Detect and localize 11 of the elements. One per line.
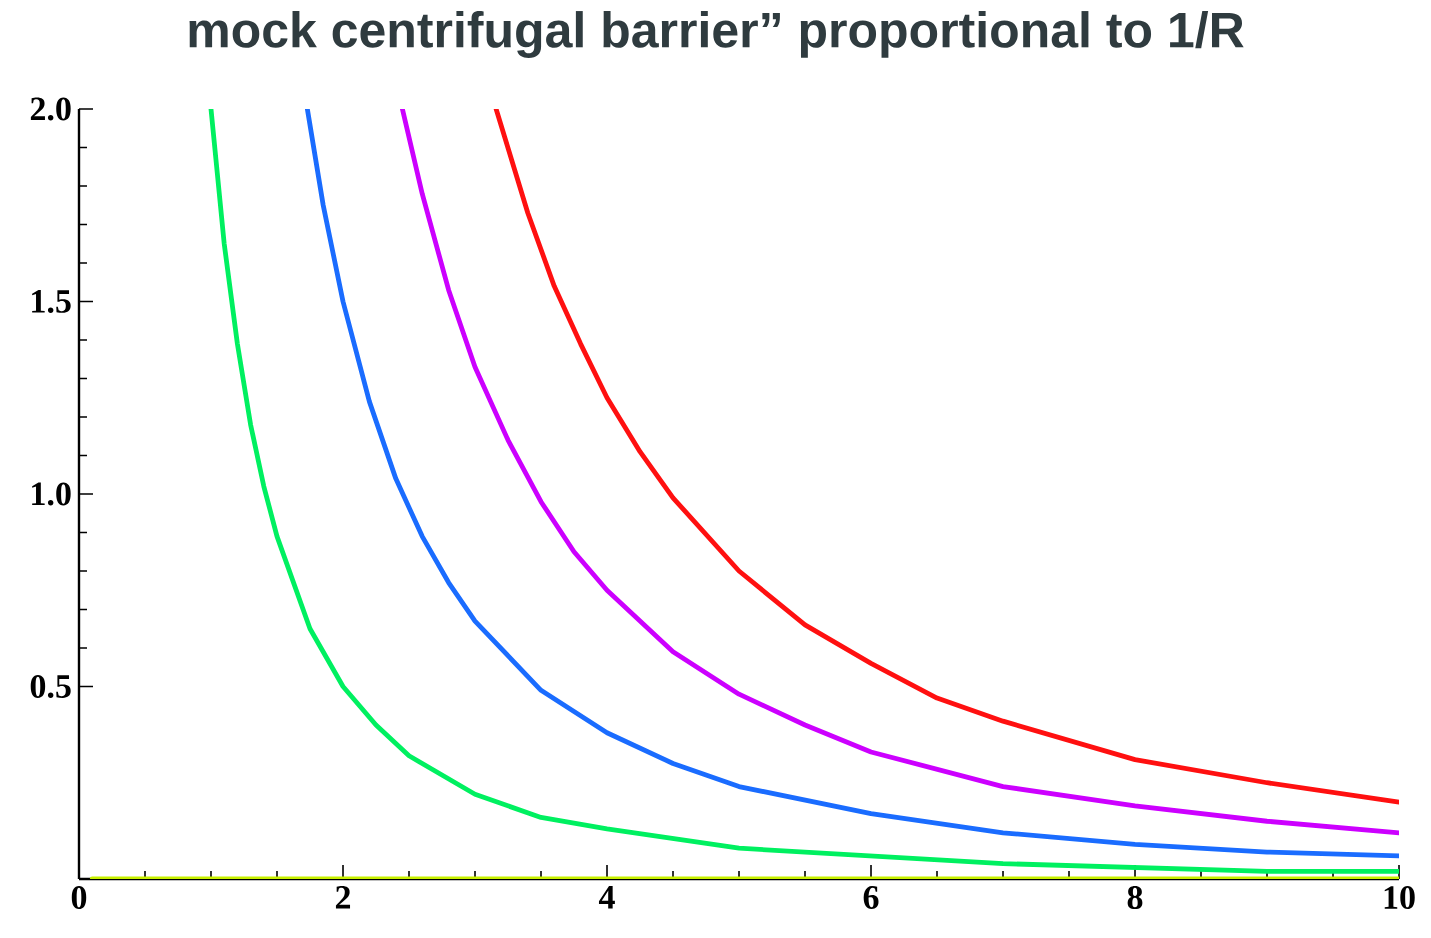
x-tick-label: 10 bbox=[1384, 886, 1415, 910]
y-tick-label: 0.5 bbox=[30, 674, 71, 699]
x-tick-label: 8 bbox=[1127, 886, 1143, 910]
x-tick-label: 4 bbox=[598, 886, 615, 909]
y-tick-label: 1.0 bbox=[32, 482, 71, 506]
x-tick-label: 2 bbox=[335, 886, 351, 909]
y-tick-label: 1.5 bbox=[32, 290, 71, 313]
x-tick-label: 0 bbox=[71, 886, 87, 910]
chart-title: mock centrifugal barrier” proportional to 1/R bbox=[189, 11, 1244, 58]
x-tick-label: 6 bbox=[863, 886, 879, 909]
y-tick-label: 2.0 bbox=[30, 97, 71, 121]
